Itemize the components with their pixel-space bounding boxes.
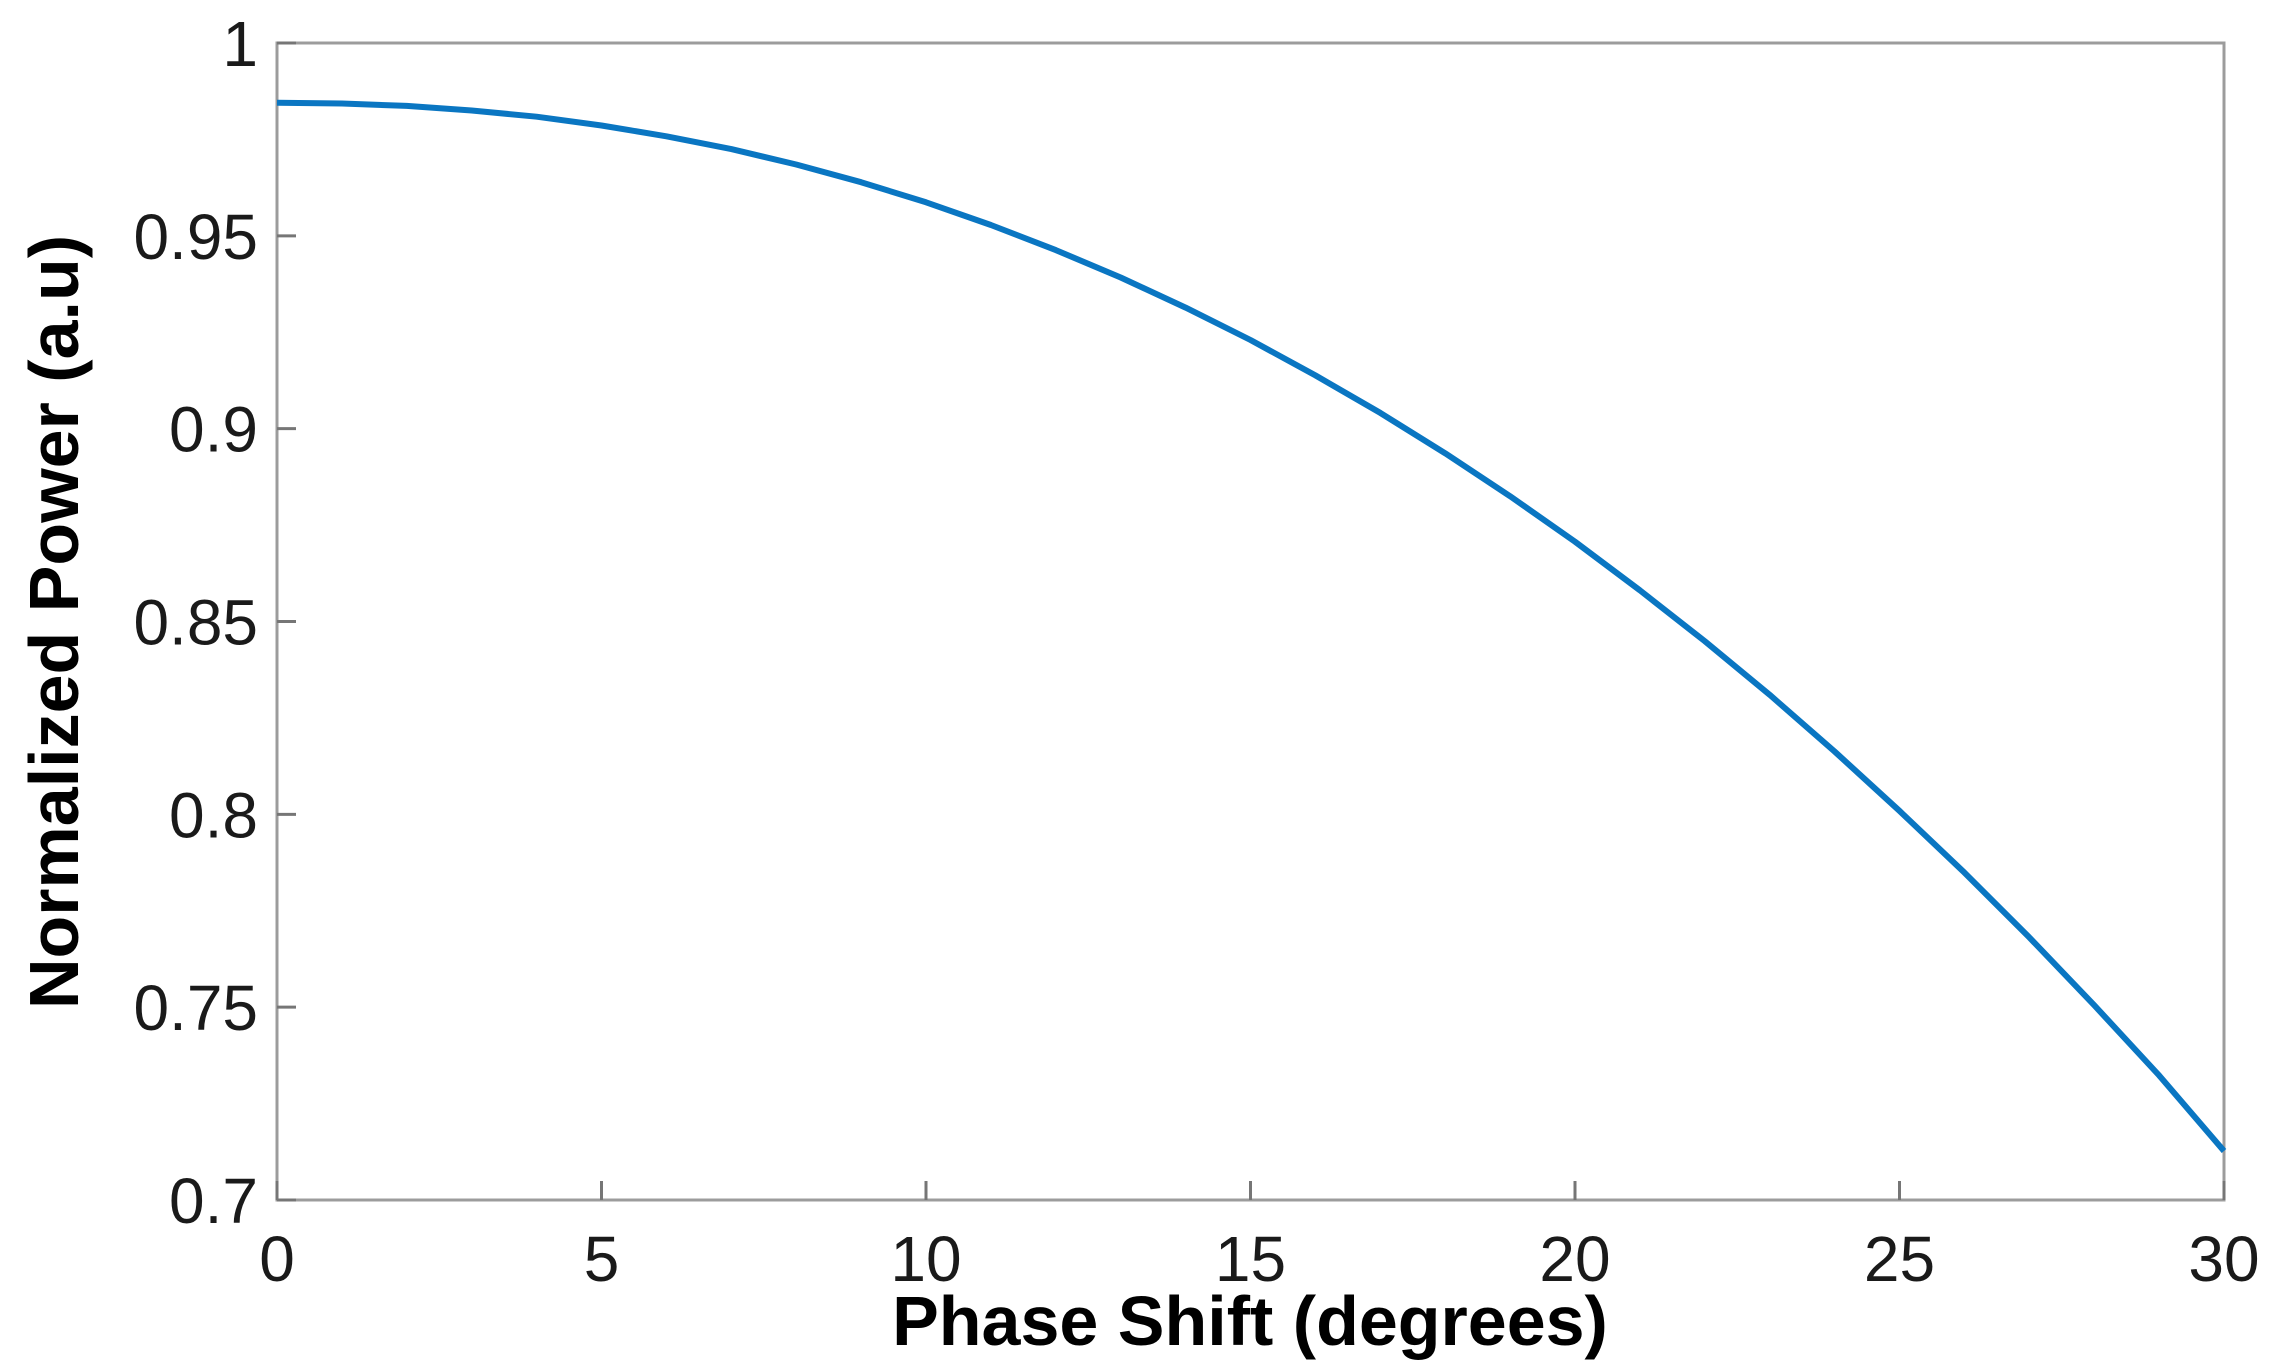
y-tick-label: 0.7: [169, 1165, 258, 1237]
axis-tick-labels: 0 5 10 15 20 25 30 1 0.95 0.9 0.85 0.8 0.75 0.7: [133, 8, 2259, 1295]
y-tick-label: 0.9: [169, 394, 258, 466]
y-axis-label: Normalized Power (a.u): [15, 235, 93, 1009]
x-tick-label: 20: [1539, 1223, 1610, 1295]
x-tick-label: 5: [584, 1223, 620, 1295]
axis-tick-marks: [275, 41, 2226, 1202]
x-axis-label: Phase Shift (degrees): [892, 1282, 1608, 1360]
y-tick-label: 0.75: [133, 972, 258, 1044]
y-tick-label: 1: [222, 8, 258, 80]
y-tick-label: 0.95: [133, 201, 258, 273]
series-line: [276, 99, 2227, 1153]
x-tick-label: 10: [890, 1223, 961, 1295]
y-tick-label: 0.8: [169, 779, 258, 851]
plot-area-border: [275, 41, 2226, 1202]
x-tick-label: 30: [2188, 1223, 2259, 1295]
x-tick-label: 15: [1215, 1223, 1286, 1295]
x-tick-label: 0: [259, 1223, 295, 1295]
y-tick-label: 0.85: [133, 587, 258, 659]
x-tick-label: 25: [1864, 1223, 1935, 1295]
